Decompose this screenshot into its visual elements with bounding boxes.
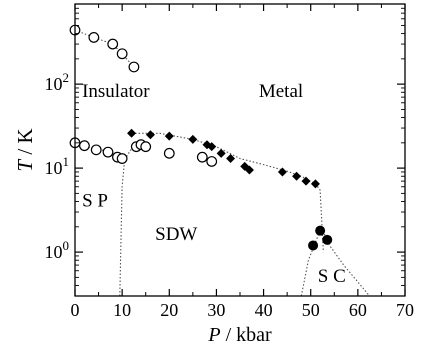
y-tick-base: 10 [45,242,63,262]
data-markers [69,24,333,251]
y-axis-unit: / K [13,128,37,160]
filled-diamond-point [244,165,254,175]
x-tick-label: 10 [113,300,131,320]
phase-boundary-line [131,132,324,253]
open-circle-point [128,61,140,73]
filled-diamond-point [216,148,226,158]
x-axis-variable: P [207,324,220,346]
open-circle-point [206,156,218,167]
open-circle-point [102,146,114,158]
y-tick-base: 10 [45,158,63,178]
x-tick-label: 60 [349,300,367,320]
x-axis-label: P / kbar [207,324,272,346]
filled-diamond-point [226,154,236,164]
phase-labels: Insulator Metal S P SDW S C [82,81,346,287]
plot-frame [74,3,406,297]
phase-label: Insulator [82,81,150,102]
phase-label: Metal [259,81,303,102]
open-circle-point [196,151,208,163]
filled-diamond-point [301,176,311,186]
x-axis-unit: / kbar [221,324,272,346]
open-circle-point [140,141,152,153]
filled-diamond-point [164,131,174,141]
open-circle-point [107,38,119,50]
filled-circle-point [308,240,319,251]
open-circle-point [90,144,102,156]
y-tick-exponent: 2 [63,70,70,85]
x-tick-label: 40 [255,300,273,320]
filled-diamond-point [310,179,320,189]
filled-circle-point [322,234,333,245]
phase-boundary-line [74,29,135,68]
y-axis-variable: T [13,159,37,172]
open-circle-point [163,147,175,159]
filled-diamond-point [292,171,302,181]
phase-label: S P [82,190,108,211]
y-tick-exponent: 1 [63,154,70,169]
filled-diamond-point [145,130,155,140]
y-axis-label: T / K [13,128,37,171]
open-circle-point [116,153,128,164]
filled-diamond-point [188,134,198,144]
filled-diamond-point [277,167,287,177]
y-tick-base: 10 [45,74,63,94]
x-tick-label: 50 [302,300,320,320]
phase-label: SDW [155,224,197,245]
filled-diamond-point [207,142,217,152]
x-tick-label: 30 [207,300,225,320]
x-tick-label: 70 [396,300,414,320]
x-tick-label: 20 [160,300,178,320]
y-tick-label: 101 [45,154,70,178]
phase-boundary-line [119,142,137,297]
open-circle-point [79,140,90,152]
y-tick-exponent: 0 [63,238,70,253]
filled-diamond-point [127,128,137,138]
phase-label: S C [318,266,346,287]
open-circle-point [116,48,128,60]
open-circle-point [88,32,100,43]
y-tick-label: 100 [45,238,70,262]
filled-circle-point [315,225,326,236]
y-tick-label: 102 [45,70,70,94]
x-tick-label: 0 [71,300,80,320]
